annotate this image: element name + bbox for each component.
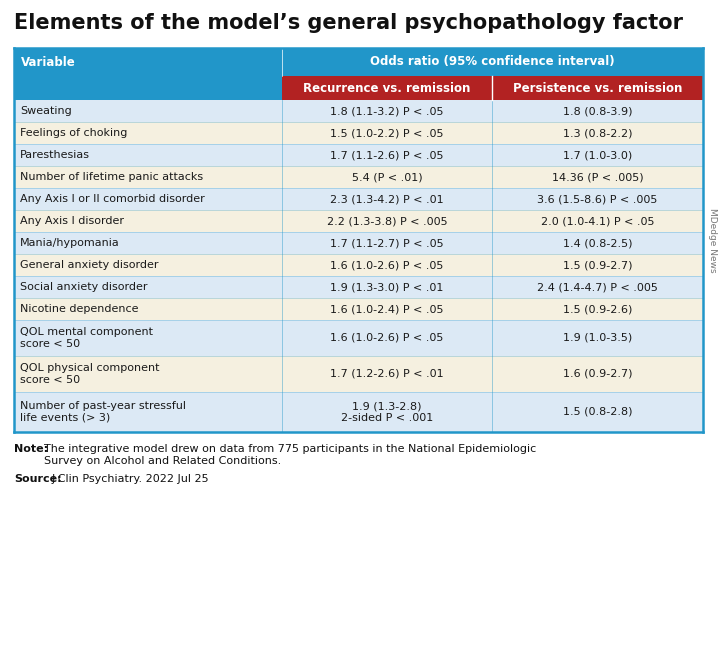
Bar xyxy=(282,48,703,76)
Text: 2.4 (1.4-4.7) P < .005: 2.4 (1.4-4.7) P < .005 xyxy=(537,282,658,292)
Bar xyxy=(14,166,282,188)
Bar xyxy=(14,276,282,298)
Bar xyxy=(492,392,703,432)
Text: Variable: Variable xyxy=(21,56,76,69)
Text: Number of lifetime panic attacks: Number of lifetime panic attacks xyxy=(20,172,203,182)
Bar xyxy=(14,76,282,100)
Bar xyxy=(14,210,282,232)
Bar xyxy=(492,76,703,100)
Bar xyxy=(282,144,492,166)
Text: Odds ratio (95% confidence interval): Odds ratio (95% confidence interval) xyxy=(370,56,615,69)
Bar xyxy=(492,210,703,232)
Bar xyxy=(282,276,492,298)
Text: Elements of the model’s general psychopathology factor: Elements of the model’s general psychopa… xyxy=(14,13,683,33)
Bar xyxy=(14,356,282,392)
Bar xyxy=(14,232,282,254)
Text: J Clin Psychiatry. 2022 Jul 25: J Clin Psychiatry. 2022 Jul 25 xyxy=(52,474,210,484)
Text: 1.8 (0.8-3.9): 1.8 (0.8-3.9) xyxy=(563,106,632,116)
Bar xyxy=(282,298,492,320)
Text: 1.5 (0.9-2.7): 1.5 (0.9-2.7) xyxy=(563,260,632,270)
Text: 1.7 (1.1-2.7) P < .05: 1.7 (1.1-2.7) P < .05 xyxy=(330,238,444,248)
Bar xyxy=(14,298,282,320)
Text: Any Axis I disorder: Any Axis I disorder xyxy=(20,216,124,226)
Text: Source:: Source: xyxy=(14,474,62,484)
Bar xyxy=(492,276,703,298)
Text: 1.6 (1.0-2.6) P < .05: 1.6 (1.0-2.6) P < .05 xyxy=(330,333,444,343)
Text: 1.5 (1.0-2.2) P < .05: 1.5 (1.0-2.2) P < .05 xyxy=(330,128,444,138)
Text: QOL physical component
score < 50: QOL physical component score < 50 xyxy=(20,363,160,385)
Text: Nicotine dependence: Nicotine dependence xyxy=(20,304,138,314)
Bar xyxy=(14,392,282,432)
Bar xyxy=(282,166,492,188)
Text: Social anxiety disorder: Social anxiety disorder xyxy=(20,282,148,292)
Text: Note:: Note: xyxy=(14,444,48,454)
Text: 1.9 (1.0-3.5): 1.9 (1.0-3.5) xyxy=(563,333,632,343)
Text: 1.9 (1.3-2.8)
2-sided P < .001: 1.9 (1.3-2.8) 2-sided P < .001 xyxy=(341,401,433,422)
Bar xyxy=(492,166,703,188)
Bar xyxy=(14,122,282,144)
Bar xyxy=(282,392,492,432)
Text: 2.3 (1.3-4.2) P < .01: 2.3 (1.3-4.2) P < .01 xyxy=(330,194,444,204)
Text: 1.6 (0.9-2.7): 1.6 (0.9-2.7) xyxy=(563,369,632,379)
Bar xyxy=(282,122,492,144)
Bar xyxy=(492,144,703,166)
Bar xyxy=(282,232,492,254)
Text: 5.4 (P < .01): 5.4 (P < .01) xyxy=(351,172,423,182)
Bar xyxy=(14,320,282,356)
Bar xyxy=(492,232,703,254)
Bar xyxy=(492,356,703,392)
Text: 1.7 (1.1-2.6) P < .05: 1.7 (1.1-2.6) P < .05 xyxy=(330,150,444,160)
Text: 14.36 (P < .005): 14.36 (P < .005) xyxy=(552,172,643,182)
Text: 2.0 (1.0-4.1) P < .05: 2.0 (1.0-4.1) P < .05 xyxy=(541,216,654,226)
Text: 1.8 (1.1-3.2) P < .05: 1.8 (1.1-3.2) P < .05 xyxy=(330,106,444,116)
Text: 1.9 (1.3-3.0) P < .01: 1.9 (1.3-3.0) P < .01 xyxy=(330,282,444,292)
Bar xyxy=(14,144,282,166)
Text: 1.4 (0.8-2.5): 1.4 (0.8-2.5) xyxy=(563,238,632,248)
Text: 1.6 (1.0-2.4) P < .05: 1.6 (1.0-2.4) P < .05 xyxy=(330,304,444,314)
Bar xyxy=(492,188,703,210)
Text: Any Axis I or II comorbid disorder: Any Axis I or II comorbid disorder xyxy=(20,194,204,204)
Text: The integrative model drew on data from 775 participants in the National Epidemi: The integrative model drew on data from … xyxy=(44,444,536,466)
Bar xyxy=(492,122,703,144)
Text: 1.7 (1.2-2.6) P < .01: 1.7 (1.2-2.6) P < .01 xyxy=(330,369,444,379)
Text: MDedge News: MDedge News xyxy=(708,208,716,272)
Text: Number of past-year stressful
life events (> 3): Number of past-year stressful life event… xyxy=(20,401,186,422)
Text: 1.3 (0.8-2.2): 1.3 (0.8-2.2) xyxy=(563,128,632,138)
Bar xyxy=(282,356,492,392)
Text: 1.5 (0.8-2.8): 1.5 (0.8-2.8) xyxy=(563,407,632,417)
Bar xyxy=(282,76,492,100)
Text: 2.2 (1.3-3.8) P < .005: 2.2 (1.3-3.8) P < .005 xyxy=(327,216,447,226)
Text: Mania/hypomania: Mania/hypomania xyxy=(20,238,120,248)
Bar xyxy=(282,188,492,210)
Bar xyxy=(492,254,703,276)
Bar xyxy=(282,320,492,356)
Bar xyxy=(14,188,282,210)
Text: Sweating: Sweating xyxy=(20,106,72,116)
Bar xyxy=(282,254,492,276)
Bar xyxy=(492,100,703,122)
Text: Feelings of choking: Feelings of choking xyxy=(20,128,127,138)
Bar xyxy=(282,100,492,122)
Text: 1.7 (1.0-3.0): 1.7 (1.0-3.0) xyxy=(563,150,632,160)
Text: Recurrence vs. remission: Recurrence vs. remission xyxy=(303,82,471,95)
Bar xyxy=(14,100,282,122)
Bar xyxy=(14,48,282,76)
Bar xyxy=(14,254,282,276)
Text: General anxiety disorder: General anxiety disorder xyxy=(20,260,158,270)
Text: 1.6 (1.0-2.6) P < .05: 1.6 (1.0-2.6) P < .05 xyxy=(330,260,444,270)
Text: Paresthesias: Paresthesias xyxy=(20,150,90,160)
Text: QOL mental component
score < 50: QOL mental component score < 50 xyxy=(20,327,153,349)
Text: Persistence vs. remission: Persistence vs. remission xyxy=(513,82,682,95)
Bar xyxy=(282,210,492,232)
Text: 1.5 (0.9-2.6): 1.5 (0.9-2.6) xyxy=(563,304,632,314)
Bar xyxy=(492,320,703,356)
Bar xyxy=(492,298,703,320)
Text: 3.6 (1.5-8.6) P < .005: 3.6 (1.5-8.6) P < .005 xyxy=(537,194,657,204)
